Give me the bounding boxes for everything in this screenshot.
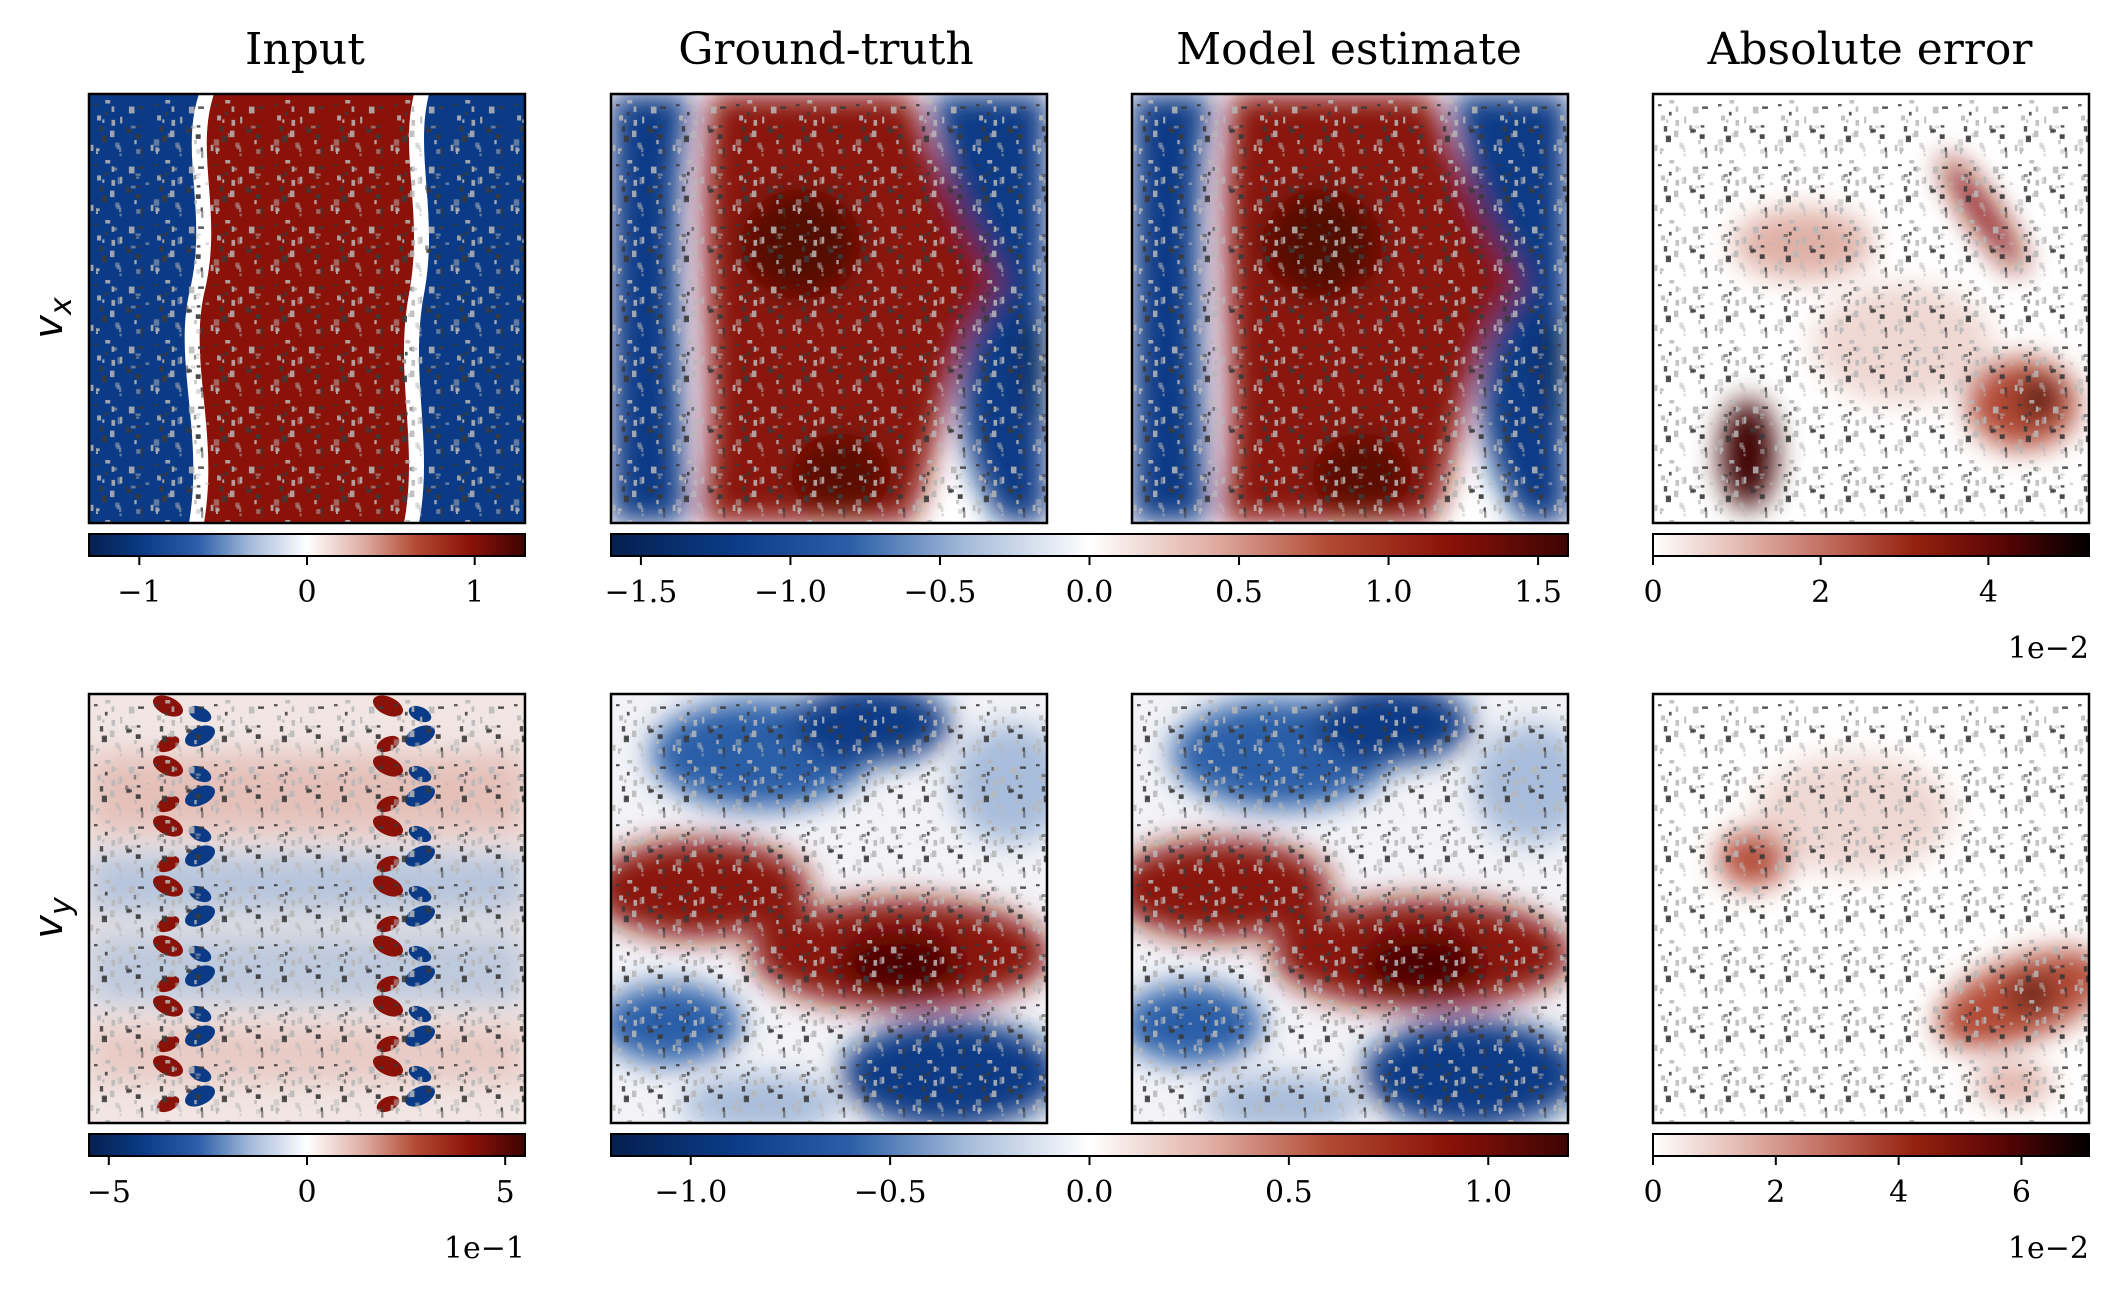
row-label-vx-base: v <box>26 314 72 339</box>
row-label-vx-sub: x <box>44 297 79 316</box>
colorbar-tick-label: 5 <box>496 1175 515 1210</box>
colorbar-absolute-error-row0: 0 2 4 1e−2 <box>1643 533 2090 666</box>
column-title-model-estimate: Model estimate <box>1176 24 1522 75</box>
colorbar-tick-label: 2 <box>1766 1175 1785 1210</box>
colorbar-tick-label: 6 <box>2012 1175 2031 1210</box>
column-title-input: Input <box>245 24 365 75</box>
colorbar-gradient <box>88 1133 526 1157</box>
colorbar-tick-label: −1.0 <box>754 575 827 610</box>
colorbar-ground-truth-row1: −1.0 −0.5 0.0 0.5 1.0 <box>610 1133 1569 1210</box>
colorbar-tick-label: 4 <box>1889 1175 1908 1210</box>
colorbar-tick-label: −0.5 <box>904 575 977 610</box>
colorbar-tick-label: −0.5 <box>854 1175 927 1210</box>
colorbar-ground-truth-row0: −1.5 −1.0 −0.5 0.0 0.5 1.0 1.5 <box>604 533 1569 610</box>
colorbar-gradient <box>88 533 526 557</box>
colorbar-absolute-error-row1: 0 2 4 6 1e−2 <box>1643 1133 2090 1266</box>
colorbar-tick-label: −1.0 <box>654 1175 727 1210</box>
heatmap-frame <box>1651 92 2091 525</box>
heatmap-model-estimate-row1 <box>1130 692 1570 1125</box>
colorbar-tick-label: −5 <box>87 1175 131 1210</box>
colorbar-input-row1: −5 0 5 1e−1 <box>87 1133 526 1266</box>
heatmap-ground-truth-row0 <box>609 92 1049 525</box>
colorbar-tick-label: 1.0 <box>1365 575 1413 610</box>
colorbar-gradient <box>610 1133 1569 1157</box>
column-title-absolute-error: Absolute error <box>1707 24 2034 75</box>
heatmap-panels <box>87 92 2091 1125</box>
colorbar-offset-label: 1e−2 <box>2008 631 2089 666</box>
colorbar-tick-label: 0.5 <box>1215 575 1263 610</box>
row-label-vx: vx <box>26 297 79 339</box>
colorbar-tick-label: 2 <box>1811 575 1830 610</box>
colorbar-tick-label: 0.0 <box>1066 1175 1114 1210</box>
colorbar-tick-label: 0 <box>297 1175 316 1210</box>
heatmap-model-estimate-row0 <box>1130 92 1570 525</box>
row-label-vy-base: v <box>26 914 72 939</box>
colorbar-tick-label: −1 <box>117 575 161 610</box>
column-title-ground-truth: Ground-truth <box>678 24 973 75</box>
colorbar-gradient <box>1652 1133 2090 1157</box>
heatmap-frame <box>1130 92 1570 525</box>
heatmap-frame <box>87 692 527 1125</box>
heatmap-absolute-error-row0 <box>1651 92 2091 525</box>
heatmap-frame <box>1130 692 1570 1125</box>
colorbar-gradient <box>610 533 1569 557</box>
heatmap-input-row1 <box>87 692 527 1125</box>
colorbar-tick-label: −1.5 <box>604 575 677 610</box>
colorbar-offset-label: 1e−1 <box>444 1231 525 1266</box>
row-label-vy-sub: y <box>44 896 79 916</box>
colorbar-offset-label: 1e−2 <box>2008 1231 2089 1266</box>
colorbar-tick-label: 1.0 <box>1464 1175 1512 1210</box>
heatmap-frame <box>609 92 1049 525</box>
heatmap-input-row0 <box>87 92 527 525</box>
colorbar-tick-label: 1.5 <box>1514 575 1562 610</box>
heatmap-ground-truth-row1 <box>609 692 1049 1125</box>
heatmap-frame <box>1651 692 2091 1125</box>
colorbar-tick-label: 0.5 <box>1265 1175 1313 1210</box>
colorbars: −1 0 1 −1.5 −1.0 −0.5 0.0 0.5 1.0 1.5 0 2 4 1e−2 −5 0 5 1… <box>87 533 2090 1266</box>
colorbar-tick-label: 0 <box>297 575 316 610</box>
heatmap-frame <box>87 92 527 525</box>
colorbar-gradient <box>1652 533 2090 557</box>
colorbar-tick-label: 0 <box>1643 575 1662 610</box>
svg-text:vy: vy <box>26 896 79 939</box>
colorbar-tick-label: 1 <box>465 575 484 610</box>
colorbar-input-row0: −1 0 1 <box>88 533 526 610</box>
colorbar-tick-label: 4 <box>1979 575 1998 610</box>
heatmap-absolute-error-row1 <box>1651 692 2091 1125</box>
row-label-vy: vy <box>26 896 79 939</box>
heatmap-frame <box>609 692 1049 1125</box>
svg-text:vx: vx <box>26 297 79 339</box>
colorbar-tick-label: 0.0 <box>1066 575 1114 610</box>
colorbar-tick-label: 0 <box>1643 1175 1662 1210</box>
